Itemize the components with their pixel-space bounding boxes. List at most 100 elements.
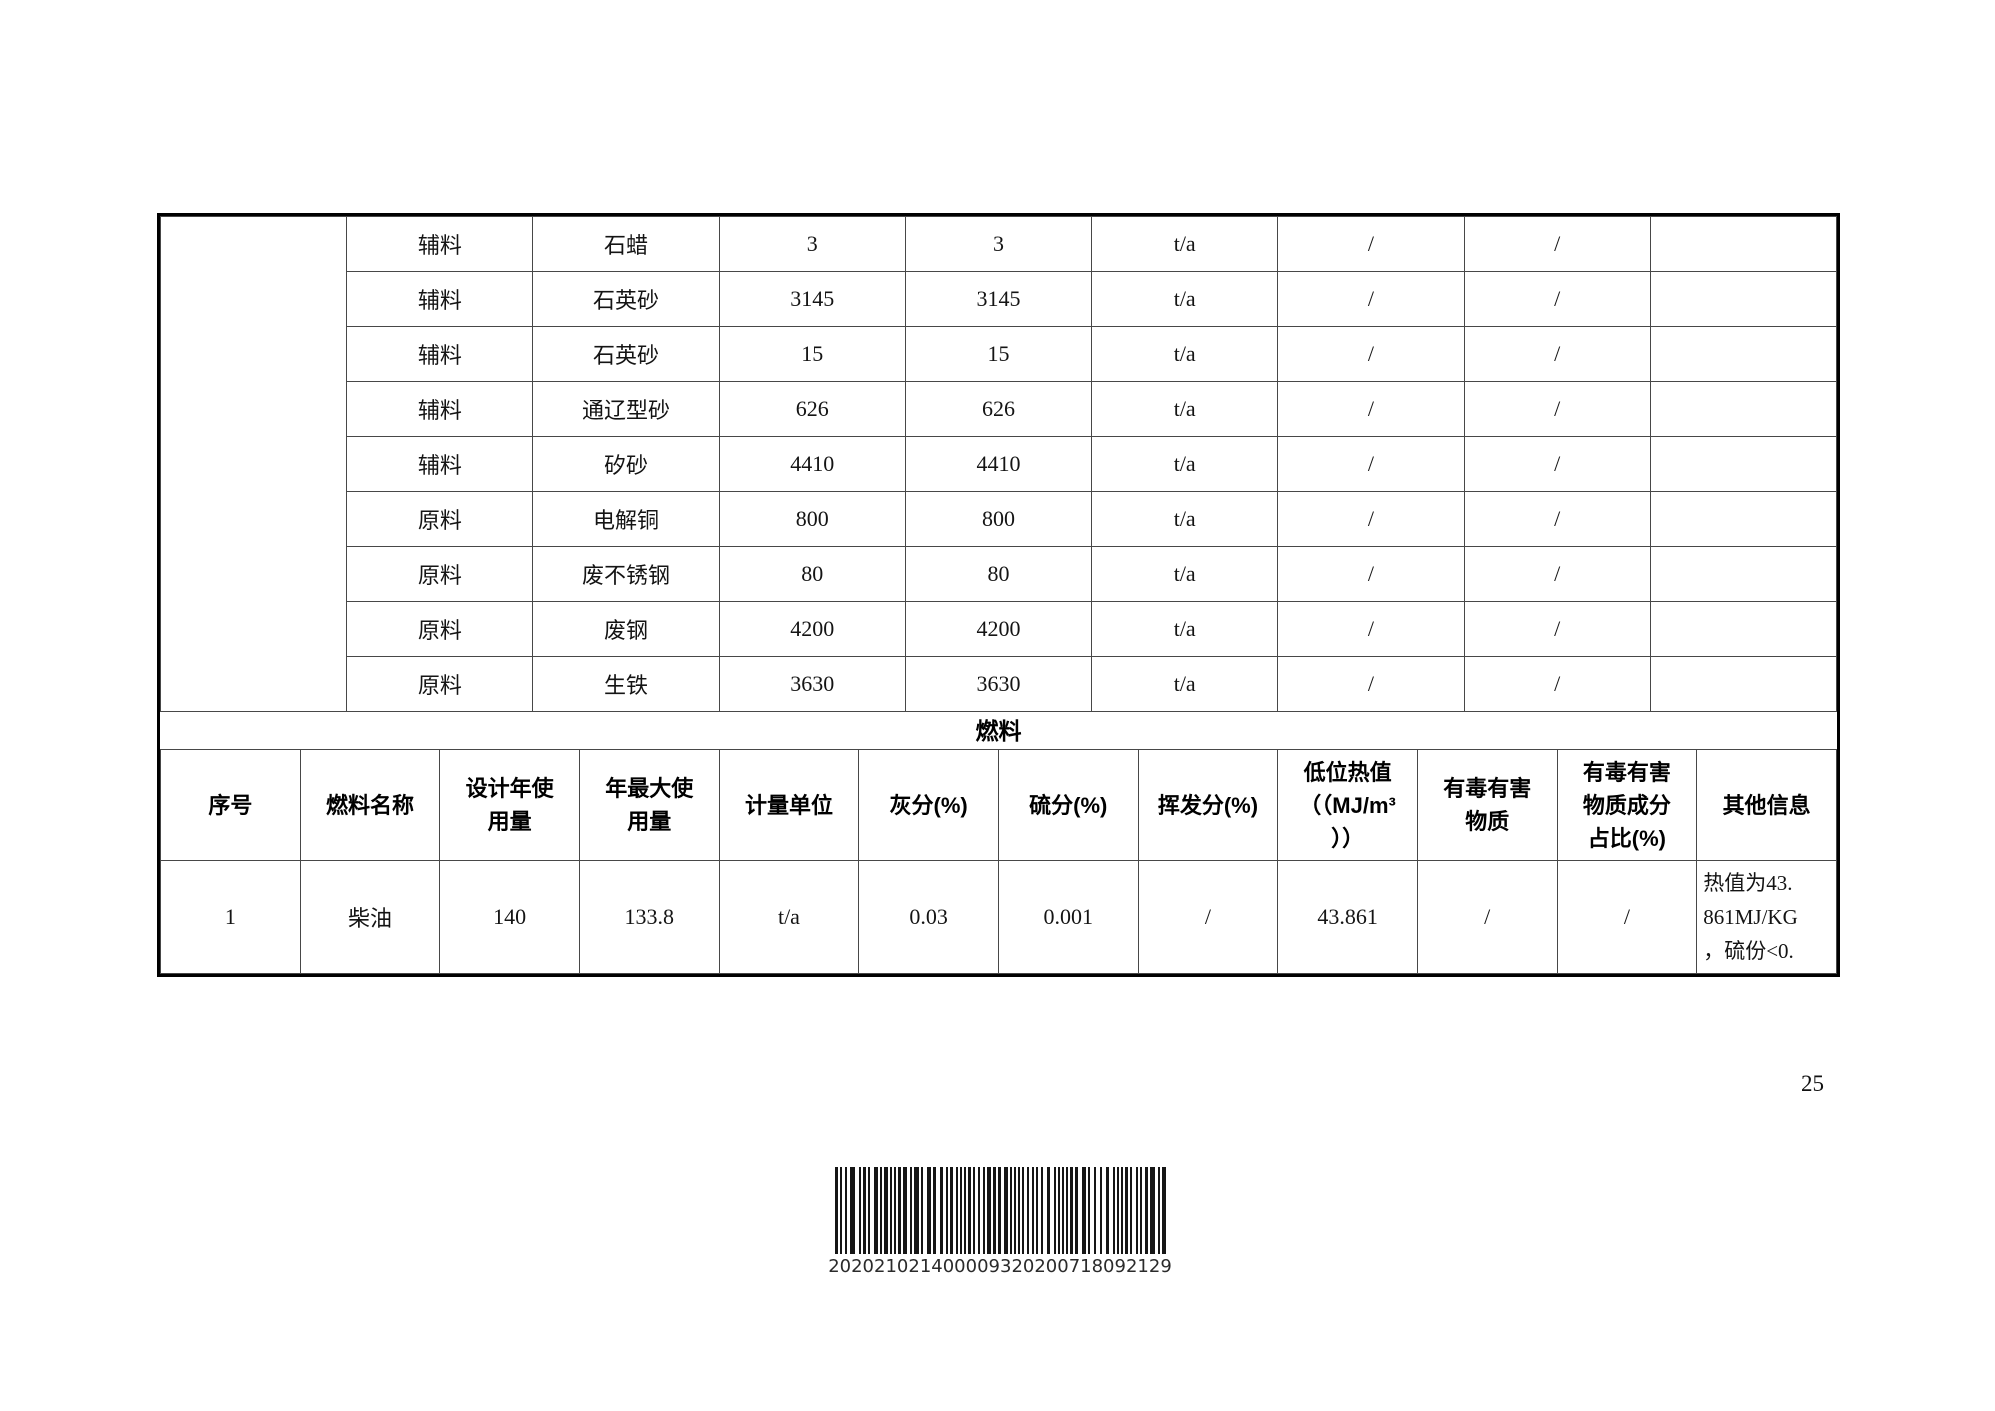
material-unit-cell: t/a (1091, 491, 1279, 547)
material-slash-cell: / (1277, 436, 1465, 492)
fuel-index-cell: 1 (160, 860, 301, 974)
material-extra-cell (1649, 656, 1838, 712)
material-name-cell: 石英砂 (532, 326, 720, 382)
materials-fuel-table: 辅料 石蜡 3 3 t/a / / 辅料 石英砂 3145 3145 t/a / (157, 213, 1840, 977)
fuel-header-cell: 其他信息 (1696, 749, 1837, 861)
material-row: 原料 生铁 3630 3630 t/a / / (161, 656, 1838, 712)
material-slash-cell: / (1463, 216, 1651, 272)
material-annual-cell: 3145 (718, 271, 906, 327)
fuel-header-cell: 硫分(%) (997, 749, 1139, 861)
fuel-header-cell: 年最大使 用量 (578, 749, 720, 861)
barcode-digits: 202021021400009320200718092129 (828, 1256, 1172, 1277)
fuel-unit-cell: t/a (718, 860, 860, 974)
material-row: 原料 废钢 4200 4200 t/a / / (161, 601, 1838, 657)
material-annual-cell: 4200 (718, 601, 906, 657)
material-name-cell: 石蜡 (532, 216, 720, 272)
material-extra-cell (1649, 436, 1838, 492)
material-max-cell: 4410 (904, 436, 1093, 492)
fuel-sulfur-cell: 0.001 (997, 860, 1139, 974)
material-slash-cell: / (1463, 326, 1651, 382)
fuel-toxic-cell: / (1416, 860, 1558, 974)
material-unit-cell: t/a (1091, 326, 1279, 382)
material-category-cell: 辅料 (346, 271, 534, 327)
material-name-cell: 废钢 (532, 601, 720, 657)
material-category-cell: 辅料 (346, 436, 534, 492)
material-slash-cell: / (1277, 381, 1465, 437)
material-slash-cell: / (1277, 546, 1465, 602)
material-extra-cell (1649, 381, 1838, 437)
fuel-header-cell: 有毒有害 物质 (1416, 749, 1558, 861)
material-row: 原料 电解铜 800 800 t/a / / (161, 491, 1838, 547)
barcode-bars (810, 1167, 1190, 1254)
material-name-cell: 石英砂 (532, 271, 720, 327)
material-slash-cell: / (1463, 546, 1651, 602)
material-name-cell: 生铁 (532, 656, 720, 712)
fuel-volatile-cell: / (1137, 860, 1279, 974)
material-slash-cell: / (1277, 216, 1465, 272)
material-max-cell: 15 (904, 326, 1093, 382)
material-name-cell: 废不锈钢 (532, 546, 720, 602)
material-slash-cell: / (1463, 436, 1651, 492)
material-row: 辅料 石蜡 3 3 t/a / / (159, 216, 1838, 712)
material-unit-cell: t/a (1091, 216, 1279, 272)
material-row: 辅料 石英砂 15 15 t/a / / (161, 326, 1838, 382)
material-slash-cell: / (1277, 271, 1465, 327)
fuel-ash-cell: 0.03 (858, 860, 999, 974)
fuel-header-cell: 设计年使 用量 (439, 749, 580, 861)
page-number: 25 (1801, 1071, 1824, 1096)
material-unit-cell: t/a (1091, 546, 1279, 602)
material-max-cell: 800 (904, 491, 1093, 547)
material-row: 辅料 通辽型砂 626 626 t/a / / (161, 381, 1838, 437)
material-max-cell: 3630 (904, 656, 1093, 712)
material-extra-cell (1649, 271, 1838, 327)
material-category-cell: 原料 (346, 601, 534, 657)
material-unit-cell: t/a (1091, 271, 1279, 327)
material-max-cell: 3 (904, 216, 1093, 272)
materials-table: 辅料 石蜡 3 3 t/a / / 辅料 石英砂 3145 3145 t/a / (159, 216, 1838, 712)
material-unit-cell: t/a (1091, 381, 1279, 437)
material-extra-cell (1649, 601, 1838, 657)
material-category-cell: 原料 (346, 656, 534, 712)
fuel-heat-cell: 43.861 (1277, 860, 1418, 974)
fuel-name-cell: 柴油 (299, 860, 441, 974)
material-category-cell: 原料 (346, 491, 534, 547)
material-slash-cell: / (1463, 271, 1651, 327)
material-category-cell: 辅料 (346, 326, 534, 382)
material-unit-cell: t/a (1091, 656, 1279, 712)
fuel-table: 序号 燃料名称 设计年使 用量 年最大使 用量 计量单位 灰分(%) 硫分(%)… (160, 749, 1837, 974)
material-slash-cell: / (1463, 381, 1651, 437)
material-row: 原料 废不锈钢 80 80 t/a / / (161, 546, 1838, 602)
material-row: 辅料 石英砂 3145 3145 t/a / / (161, 271, 1838, 327)
material-slash-cell: / (1277, 601, 1465, 657)
material-extra-cell (1649, 491, 1838, 547)
material-annual-cell: 800 (718, 491, 906, 547)
material-unit-cell: t/a (1091, 601, 1279, 657)
material-slash-cell: / (1277, 326, 1465, 382)
fuel-annual-cell: 140 (439, 860, 580, 974)
material-slash-cell: / (1463, 656, 1651, 712)
material-annual-cell: 15 (718, 326, 906, 382)
fuel-header-cell: 燃料名称 (299, 749, 441, 861)
material-max-cell: 626 (904, 381, 1093, 437)
material-max-cell: 4200 (904, 601, 1093, 657)
fuel-header-cell: 有毒有害 物质成分 占比(%) (1556, 749, 1698, 861)
barcode: 202021021400009320200718092129 (810, 1167, 1190, 1277)
material-annual-cell: 626 (718, 381, 906, 437)
material-category-cell: 原料 (346, 546, 534, 602)
material-extra-cell (1649, 326, 1838, 382)
material-extra-cell (1649, 216, 1838, 272)
material-row: 辅料 矽砂 4410 4410 t/a / / (161, 436, 1838, 492)
material-extra-cell (1649, 546, 1838, 602)
fuel-header-cell: 序号 (160, 749, 301, 861)
material-max-cell: 80 (904, 546, 1093, 602)
material-slash-cell: / (1463, 491, 1651, 547)
material-slash-cell: / (1277, 491, 1465, 547)
material-name-cell: 矽砂 (532, 436, 720, 492)
fuel-toxic-ratio-cell: / (1556, 860, 1698, 974)
fuel-section-banner: 燃料 (975, 718, 1022, 744)
material-annual-cell: 3 (718, 216, 906, 272)
material-annual-cell: 4410 (718, 436, 906, 492)
fuel-header-cell: 计量单位 (718, 749, 860, 861)
material-name-cell: 电解铜 (532, 491, 720, 547)
material-annual-cell: 3630 (718, 656, 906, 712)
